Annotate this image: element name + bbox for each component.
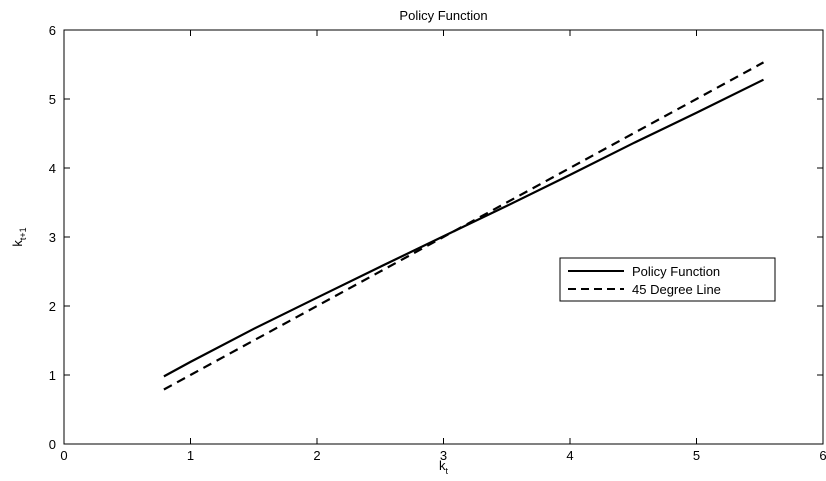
y-tick-label: 6: [49, 23, 56, 38]
x-axis-ticks: 0 1 2 3 4 5 6: [60, 30, 826, 463]
y-tick-label: 3: [49, 230, 56, 245]
legend: Policy Function 45 Degree Line: [559, 257, 776, 302]
x-tick-label: 4: [566, 448, 573, 463]
y-axis-label-base: k: [10, 240, 25, 247]
y-axis-label-sub: t+1: [18, 227, 28, 240]
y-tick-label: 1: [49, 368, 56, 383]
y-tick-label: 2: [49, 299, 56, 314]
x-axis-label: kt: [439, 458, 449, 476]
chart-title: Policy Function: [399, 8, 487, 23]
series-line-45-degree-line: [163, 61, 765, 391]
y-tick-label: 5: [49, 92, 56, 107]
x-tick-label: 0: [60, 448, 67, 463]
y-tick-label: 0: [49, 437, 56, 452]
x-tick-label: 5: [693, 448, 700, 463]
x-tick-label: 3: [440, 448, 447, 463]
legend-label-policy-function: Policy Function: [632, 264, 720, 279]
legend-label-45-degree-line: 45 Degree Line: [632, 282, 721, 297]
x-tick-label: 1: [187, 448, 194, 463]
x-axis-label-base: k: [439, 458, 446, 473]
series-layer: [163, 61, 765, 391]
y-tick-label: 4: [49, 161, 56, 176]
x-axis-label-sub: t: [445, 466, 448, 476]
x-tick-label: 6: [819, 448, 826, 463]
y-axis-ticks: 0 1 2 3 4 5 6: [49, 23, 823, 452]
y-axis-label: kt+1: [10, 227, 28, 246]
x-tick-label: 2: [313, 448, 320, 463]
legend-box: [559, 257, 776, 302]
series-line-policy-function: [163, 78, 764, 378]
